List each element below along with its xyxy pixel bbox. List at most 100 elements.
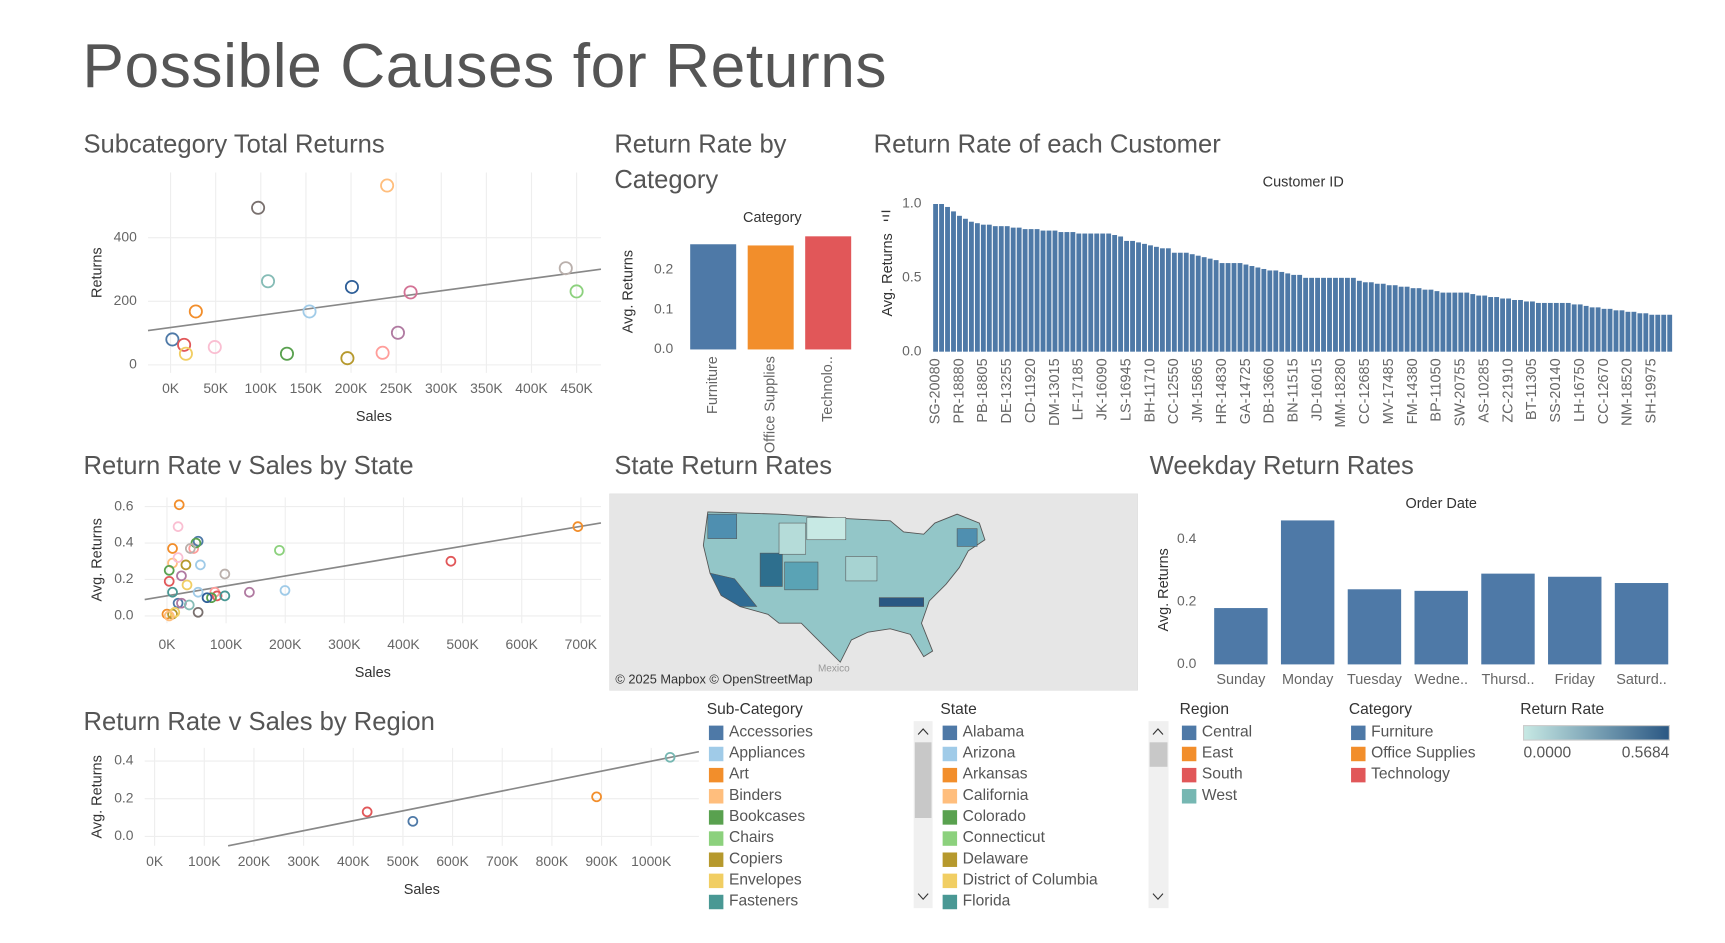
bar xyxy=(1541,302,1547,352)
legend-label: Colorado xyxy=(963,808,1027,825)
x-tick-label: DB-13660 xyxy=(1262,358,1278,423)
bar xyxy=(1183,252,1189,352)
bar xyxy=(1414,590,1468,665)
scatter-point xyxy=(192,535,204,547)
bar xyxy=(1321,277,1326,352)
scatter-point xyxy=(163,610,175,622)
scatter-point xyxy=(219,590,231,602)
chart-title: Return Rate by Category xyxy=(614,129,787,194)
scatter-point xyxy=(390,325,405,340)
legend-label: Accessories xyxy=(729,723,813,740)
y-tick-label: 0.0 xyxy=(1177,655,1197,671)
bar xyxy=(1458,292,1464,352)
bar xyxy=(1655,314,1661,352)
x-tick-label: BP-11050 xyxy=(1429,358,1445,421)
scatter-point xyxy=(184,543,196,554)
scroll-up[interactable] xyxy=(917,728,929,735)
x-tick-label: PR-18880 xyxy=(951,358,967,423)
bar xyxy=(1291,274,1297,352)
x-tick-label: 500K xyxy=(446,636,479,652)
legend-swatch xyxy=(708,746,724,762)
x-tick-label: Saturd.. xyxy=(1616,672,1667,688)
bar xyxy=(1070,232,1076,352)
scrollbar-thumb[interactable] xyxy=(914,742,932,818)
x-tick-label: 350K xyxy=(470,380,503,396)
y-tick-label: 0.1 xyxy=(654,300,674,316)
legend-label: California xyxy=(963,787,1029,804)
x-tick-label: HR-14830 xyxy=(1214,358,1230,424)
bar xyxy=(1440,292,1446,352)
legend-swatch xyxy=(708,767,724,783)
bar xyxy=(968,221,974,352)
bar xyxy=(1595,307,1601,352)
bar xyxy=(1214,608,1268,665)
y-tick-label: 0.5 xyxy=(902,269,922,285)
x-tick-label: 700K xyxy=(486,853,519,869)
scatter-point xyxy=(188,304,203,319)
scatter-point xyxy=(190,537,202,549)
dashboard-title: Possible Causes for Returns xyxy=(82,30,888,101)
bar xyxy=(1356,280,1362,352)
bar xyxy=(1374,283,1380,352)
legend-label: Arizona xyxy=(963,745,1016,762)
x-tick-label: 400K xyxy=(337,853,370,869)
scatter-point xyxy=(177,337,192,352)
scroll-up[interactable] xyxy=(1152,728,1164,735)
x-tick-label: 1000K xyxy=(631,853,672,869)
x-tick-label: 50K xyxy=(203,380,228,396)
scrollbar-thumb[interactable] xyxy=(1149,742,1168,767)
legend-title: Region xyxy=(1180,701,1229,718)
bar xyxy=(1106,233,1112,352)
bar xyxy=(963,218,968,352)
state-shapes xyxy=(707,513,978,607)
bar xyxy=(1052,230,1058,352)
scroll-down[interactable] xyxy=(917,893,929,901)
bar xyxy=(1046,230,1052,352)
bar xyxy=(1201,257,1207,352)
x-tick-label: JM-15865 xyxy=(1190,358,1206,422)
bar xyxy=(1010,227,1016,352)
scatter-point xyxy=(180,559,192,571)
bar xyxy=(1315,277,1320,352)
x-axis-title: Sales xyxy=(356,409,392,425)
bar xyxy=(1649,314,1655,352)
color-ramp-label: 0.5684 xyxy=(1622,745,1670,762)
bar xyxy=(1589,307,1595,352)
scatter-point xyxy=(375,345,390,360)
bar xyxy=(1500,298,1506,352)
bar xyxy=(1231,263,1237,352)
map[interactable]: © 2025 Mapbox © OpenStreetMap Mexico xyxy=(609,493,1138,691)
bar xyxy=(1518,299,1523,352)
scroll-down[interactable] xyxy=(1152,893,1164,901)
scatter-point xyxy=(192,606,204,618)
scatter-point xyxy=(163,565,175,576)
legend-swatch xyxy=(708,852,724,867)
x-tick-label: CC-12685 xyxy=(1357,358,1373,424)
bar xyxy=(1619,310,1625,352)
bar xyxy=(1392,285,1398,352)
bar xyxy=(1028,229,1034,352)
sort-icon[interactable] xyxy=(881,210,891,222)
y-tick-label: 0.2 xyxy=(1177,592,1197,608)
y-tick-label: 0 xyxy=(129,356,137,372)
legend-title: Return Rate xyxy=(1520,701,1604,718)
scatter-point xyxy=(163,575,175,587)
x-tick-label: 400K xyxy=(515,380,548,396)
bar xyxy=(1637,313,1643,352)
legend-label: Copiers xyxy=(729,850,783,867)
y-tick-label: 0.0 xyxy=(654,340,674,356)
legend-swatch xyxy=(708,789,724,804)
x-tick-label: Monday xyxy=(1282,672,1334,688)
legend-swatch xyxy=(1351,746,1366,762)
bar xyxy=(1577,304,1583,352)
scatter-point xyxy=(344,279,359,294)
scatter-point xyxy=(407,815,419,827)
x-tick-label: 100K xyxy=(210,636,243,652)
bar xyxy=(1547,302,1553,352)
legend-label: Envelopes xyxy=(729,871,802,888)
legend-swatch xyxy=(942,894,958,910)
bar xyxy=(1153,246,1159,352)
scatter-point xyxy=(569,284,584,299)
bar xyxy=(1362,282,1368,352)
scatter-point xyxy=(172,521,184,532)
